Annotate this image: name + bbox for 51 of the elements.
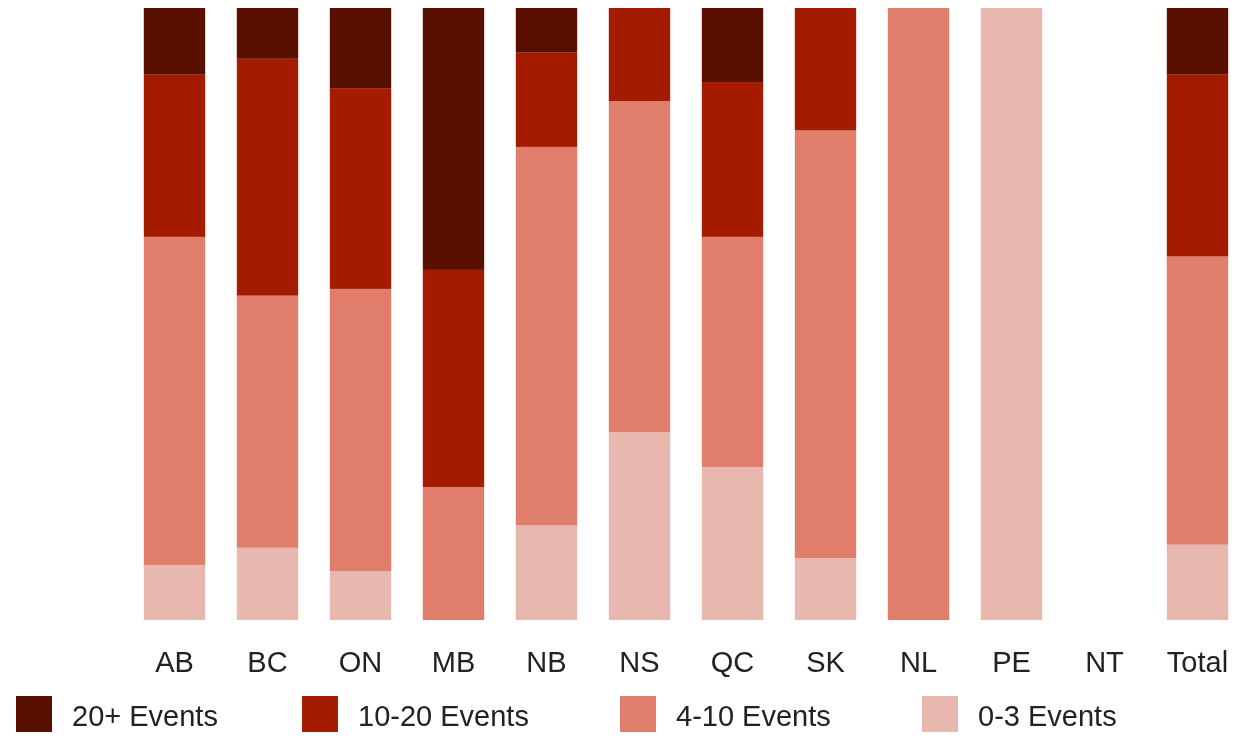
bar: [329, 571, 392, 620]
bar: [701, 236, 764, 467]
bar: [794, 558, 857, 620]
bar: [143, 74, 206, 237]
bar: [887, 8, 950, 620]
bar: [794, 130, 857, 559]
x-tick-label: PE: [992, 646, 1031, 678]
legend-label: 10-20 Events: [358, 700, 529, 732]
legend-label: 0-3 Events: [978, 700, 1117, 732]
bar: [329, 8, 392, 89]
bar: [236, 295, 299, 548]
legend-label: 4-10 Events: [676, 700, 831, 732]
bar: [143, 236, 206, 565]
bar: [1166, 74, 1229, 257]
x-tick-label: Total: [1166, 646, 1229, 678]
bar: [422, 8, 485, 270]
x-tick-label: BC: [247, 646, 288, 678]
bar: [1166, 256, 1229, 545]
bar: [143, 564, 206, 620]
x-tick-label: NL: [899, 646, 938, 678]
x-tick-label: QC: [710, 646, 755, 678]
x-tick-label: NB: [526, 646, 567, 678]
bar: [1166, 8, 1229, 75]
bar: [701, 467, 764, 620]
bar: [329, 288, 392, 572]
bar: [422, 487, 485, 620]
x-tick-label: ON: [338, 646, 383, 678]
bar: [329, 88, 392, 289]
x-tick-label: NS: [619, 646, 660, 678]
bar: [515, 146, 578, 526]
bar: [515, 52, 578, 147]
bar: [422, 269, 485, 488]
bar: [701, 82, 764, 237]
bar: [701, 8, 764, 83]
x-tick-label: NT: [1085, 646, 1125, 678]
bar: [608, 432, 671, 620]
bar: [236, 58, 299, 296]
bar: [608, 101, 671, 433]
bar: [236, 547, 299, 620]
bar: [794, 8, 857, 131]
bar: [143, 8, 206, 75]
x-tick-label: MB: [431, 646, 476, 678]
bar: [515, 8, 578, 53]
bar: [608, 8, 671, 102]
bar: [980, 8, 1043, 620]
bar: [1166, 544, 1229, 620]
x-tick-label: AB: [155, 646, 194, 678]
bar: [515, 525, 578, 620]
x-tick-label: SK: [806, 646, 846, 678]
legend-label: 20+ Events: [72, 700, 218, 732]
bar: [236, 8, 299, 59]
